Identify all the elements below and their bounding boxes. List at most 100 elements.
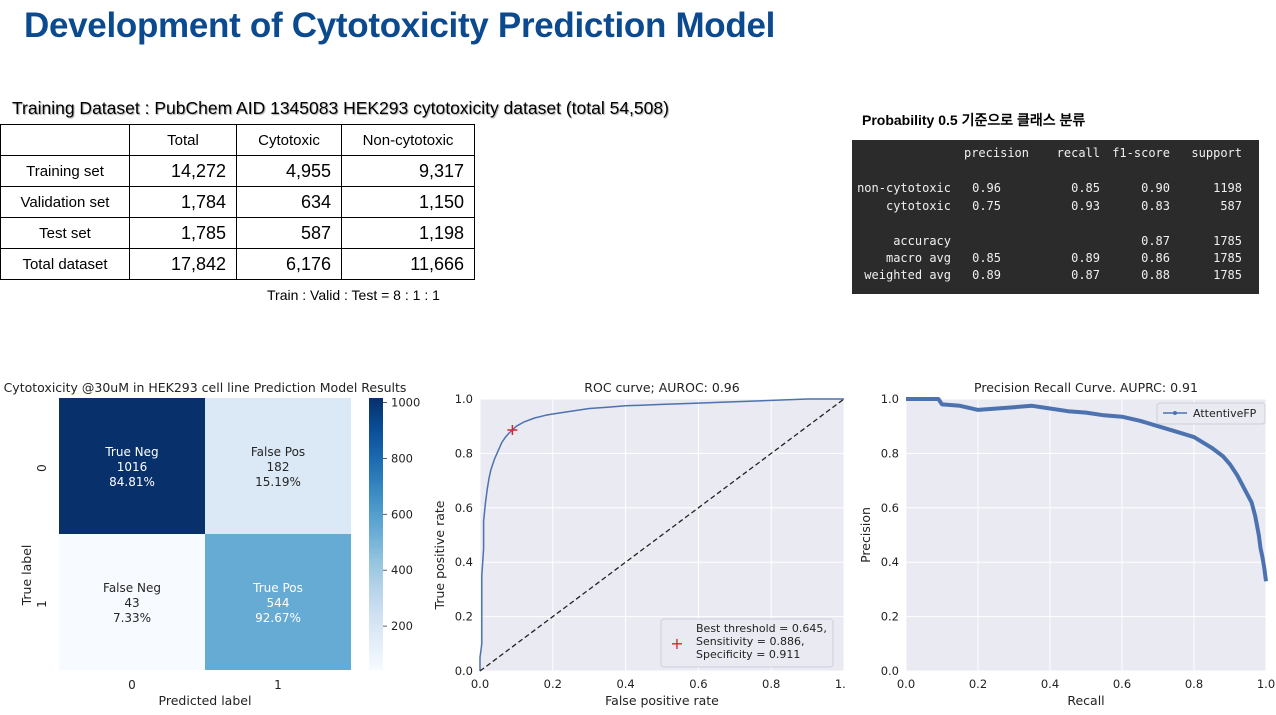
x-tick-label: 0.2 [544, 677, 562, 691]
roc-curve-chart: ROC curve; AUROC: 0.96 False positive ra… [432, 380, 845, 708]
colorbar-tick-label: 200 [391, 619, 413, 633]
x-tick-label: 0 [128, 678, 136, 692]
cell-non-cytotoxic: 1,198 [341, 217, 475, 249]
y-tick-label: 0.2 [881, 610, 899, 624]
report-col-f1: f1-score [1112, 146, 1170, 160]
x-tick-label: 0.4 [1041, 677, 1059, 691]
plot-area [906, 399, 1266, 671]
report-recall: 0.85 [1071, 181, 1100, 195]
dataset-table: Total Cytotoxic Non-cytotoxic Training s… [0, 124, 475, 280]
table-header-cytotoxic: Cytotoxic [236, 124, 342, 156]
report-precision: 0.96 [972, 181, 1001, 195]
cell-total: 1,785 [129, 217, 237, 249]
report-recall: 0.93 [1071, 199, 1100, 213]
cell-non-cytotoxic: 9,317 [341, 155, 475, 187]
report-title: Probability 0.5 기준으로 클래스 분류 [862, 112, 1086, 128]
cell-cytotoxic: 587 [236, 217, 342, 249]
x-tick-label: 0.0 [897, 677, 915, 691]
x-tick-label: 0.8 [1185, 677, 1203, 691]
y-tick-label: 0.6 [455, 501, 473, 515]
pr-legend-box [1156, 402, 1266, 425]
cell-label: 92.67% [255, 611, 301, 625]
legend-marker-icon [1173, 411, 1177, 415]
colorbar-tick-label: 400 [391, 563, 413, 577]
cell-total: 17,842 [129, 248, 237, 280]
pr-title: Precision Recall Curve. AUPRC: 0.91 [974, 380, 1198, 395]
colorbar-tick-label: 1000 [391, 395, 420, 409]
cell-label: False Neg [103, 581, 161, 595]
table-row: Training set 14,272 4,955 9,317 [0, 155, 475, 187]
y-tick-label: 0.8 [881, 446, 899, 460]
row-label: Validation set [0, 186, 130, 218]
cell-label: 7.33% [113, 611, 151, 625]
roc-legend-line: Best threshold = 0.645, [696, 622, 827, 635]
pr-legend-label: AttentiveFP [1193, 407, 1257, 420]
report-f1: 0.88 [1141, 268, 1170, 282]
x-tick-label: 0.6 [1113, 677, 1131, 691]
roc-legend-line: Sensitivity = 0.886, [696, 635, 804, 648]
report-f1: 0.90 [1141, 181, 1170, 195]
y-tick-label: 0.4 [455, 555, 473, 569]
report-precision: 0.89 [972, 268, 1001, 282]
table-header-row: Total Cytotoxic Non-cytotoxic [0, 124, 475, 156]
heatmap-cell [205, 534, 351, 670]
row-label: Total dataset [0, 248, 130, 280]
pr-curve-chart: Precision Recall Curve. AUPRC: 0.91 Reca… [858, 380, 1275, 708]
x-tick-label: 0.0 [471, 677, 489, 691]
cell-label: 15.19% [255, 475, 301, 489]
confusion-matrix-chart: Cytotoxicity @30uM in HEK293 cell line P… [4, 380, 421, 708]
confusion-matrix-ylabel: True label [19, 545, 34, 607]
y-tick-label: 0.0 [881, 664, 899, 678]
pr-xlabel: Recall [1067, 693, 1104, 708]
cell-label: 84.81% [109, 475, 155, 489]
split-ratio-note: Train : Valid : Test = 8 : 1 : 1 [267, 287, 440, 303]
cell-cytotoxic: 634 [236, 186, 342, 218]
confusion-matrix-title: Cytotoxicity @30uM in HEK293 cell line P… [4, 380, 407, 395]
cell-label: 43 [124, 596, 139, 610]
report-f1: 0.87 [1141, 234, 1170, 248]
heatmap-cell [59, 398, 205, 534]
y-tick-label: 1 [35, 600, 49, 608]
x-tick-label: 0.8 [762, 677, 780, 691]
y-tick-label: 0.2 [455, 610, 473, 624]
series-line [906, 397, 1268, 582]
cell-cytotoxic: 4,955 [236, 155, 342, 187]
cell-label: 182 [267, 460, 290, 474]
report-f1: 0.86 [1141, 251, 1170, 265]
table-row: Validation set 1,784 634 1,150 [0, 186, 475, 218]
table-header-total: Total [129, 124, 237, 156]
colorbar-tick-label: 800 [391, 451, 413, 465]
y-tick-label: 1.0 [455, 392, 473, 406]
colorbar-tick-label: 600 [391, 507, 413, 521]
y-tick-label: 0.8 [455, 446, 473, 460]
cell-label: False Pos [251, 445, 305, 459]
confusion-matrix-xlabel: Predicted label [159, 693, 252, 708]
best-threshold-marker-icon: + [670, 634, 683, 653]
y-tick-label: 0.0 [455, 664, 473, 678]
cell-non-cytotoxic: 1,150 [341, 186, 475, 218]
report-row-label: accuracy [893, 234, 951, 248]
pr-legend: AttentiveFP [1156, 402, 1266, 425]
row-label: Training set [0, 155, 130, 187]
y-tick-label: 0.6 [881, 501, 899, 515]
report-support: 1198 [1213, 181, 1242, 195]
roc-ylabel: True positive rate [432, 500, 447, 610]
x-tick-label: 1.0 [1257, 677, 1275, 691]
report-row-label: macro avg [885, 251, 951, 265]
y-tick-label: 0.4 [881, 555, 899, 569]
cell-label: True Pos [252, 581, 303, 595]
y-tick-label: 1.0 [881, 392, 899, 406]
x-tick-label: 0.6 [689, 677, 707, 691]
table-header-non-cytotoxic: Non-cytotoxic [341, 124, 475, 156]
heatmap-cell [59, 534, 205, 670]
report-row-label: cytotoxic [885, 199, 951, 213]
heatmap-cell [205, 398, 351, 534]
report-recall: 0.87 [1071, 268, 1100, 282]
report-col-precision: precision [963, 146, 1029, 160]
x-tick-label: 1.0 [835, 677, 845, 691]
roc-title: ROC curve; AUROC: 0.96 [584, 380, 739, 395]
report-f1: 0.83 [1141, 199, 1170, 213]
cell-label: 544 [267, 596, 290, 610]
colorbar [369, 398, 383, 670]
table-header-corner [0, 124, 130, 156]
